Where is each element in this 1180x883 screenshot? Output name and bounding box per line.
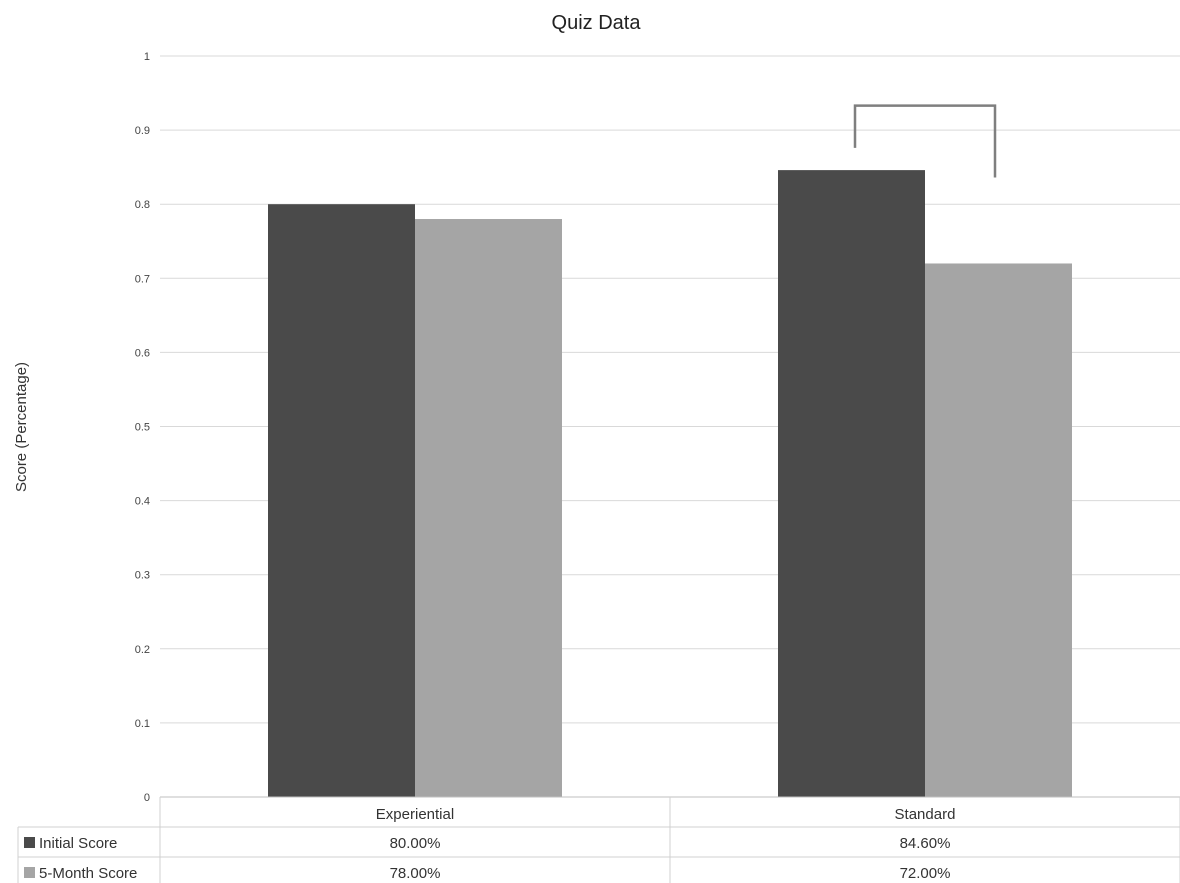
- x-category-label: Standard: [895, 806, 956, 823]
- y-tick-label: 1: [144, 51, 150, 63]
- legend-swatch: [24, 837, 35, 848]
- bars: [268, 170, 1072, 798]
- y-tick-label: 0.5: [135, 422, 150, 434]
- legend-swatch: [24, 867, 35, 878]
- y-tick-label: 0.9: [135, 125, 150, 137]
- y-tick-labels: 0 0.1 0.2 0.3 0.4 0.5 0.6 0.7 0.8 0.9 1: [135, 51, 150, 804]
- x-category-label: Experiential: [376, 806, 454, 823]
- y-tick-label: 0.8: [135, 199, 150, 211]
- annotations: [853, 104, 997, 178]
- bar-standard-5-month-score: [925, 263, 1072, 798]
- y-tick-label: 0.6: [135, 347, 150, 359]
- y-tick-label: 0.4: [135, 496, 150, 508]
- bar-experiential-initial-score: [268, 204, 415, 797]
- data-label: 78.00%: [390, 865, 441, 882]
- data-label: 80.00%: [390, 835, 441, 852]
- y-axis-label: Score (Percentage): [13, 362, 30, 492]
- data-label: 84.60%: [900, 835, 951, 852]
- chart-title: Quiz Data: [552, 12, 642, 34]
- bar-standard-initial-score: [778, 170, 925, 797]
- y-tick-label: 0: [144, 792, 150, 804]
- y-tick-label: 0.7: [135, 273, 150, 285]
- data-table: Experiential Standard Initial Score 80.00% 8…: [17, 796, 1180, 883]
- legend-label: Initial Score: [39, 835, 117, 852]
- legend-label: 5-Month Score: [39, 865, 137, 882]
- y-tick-label: 0.3: [135, 570, 150, 582]
- y-tick-label: 0.2: [135, 644, 150, 656]
- data-label: 72.00%: [900, 865, 951, 882]
- significance-bracket: [853, 104, 997, 178]
- y-tick-label: 0.1: [135, 718, 150, 730]
- bar-experiential-5-month-score: [415, 219, 562, 797]
